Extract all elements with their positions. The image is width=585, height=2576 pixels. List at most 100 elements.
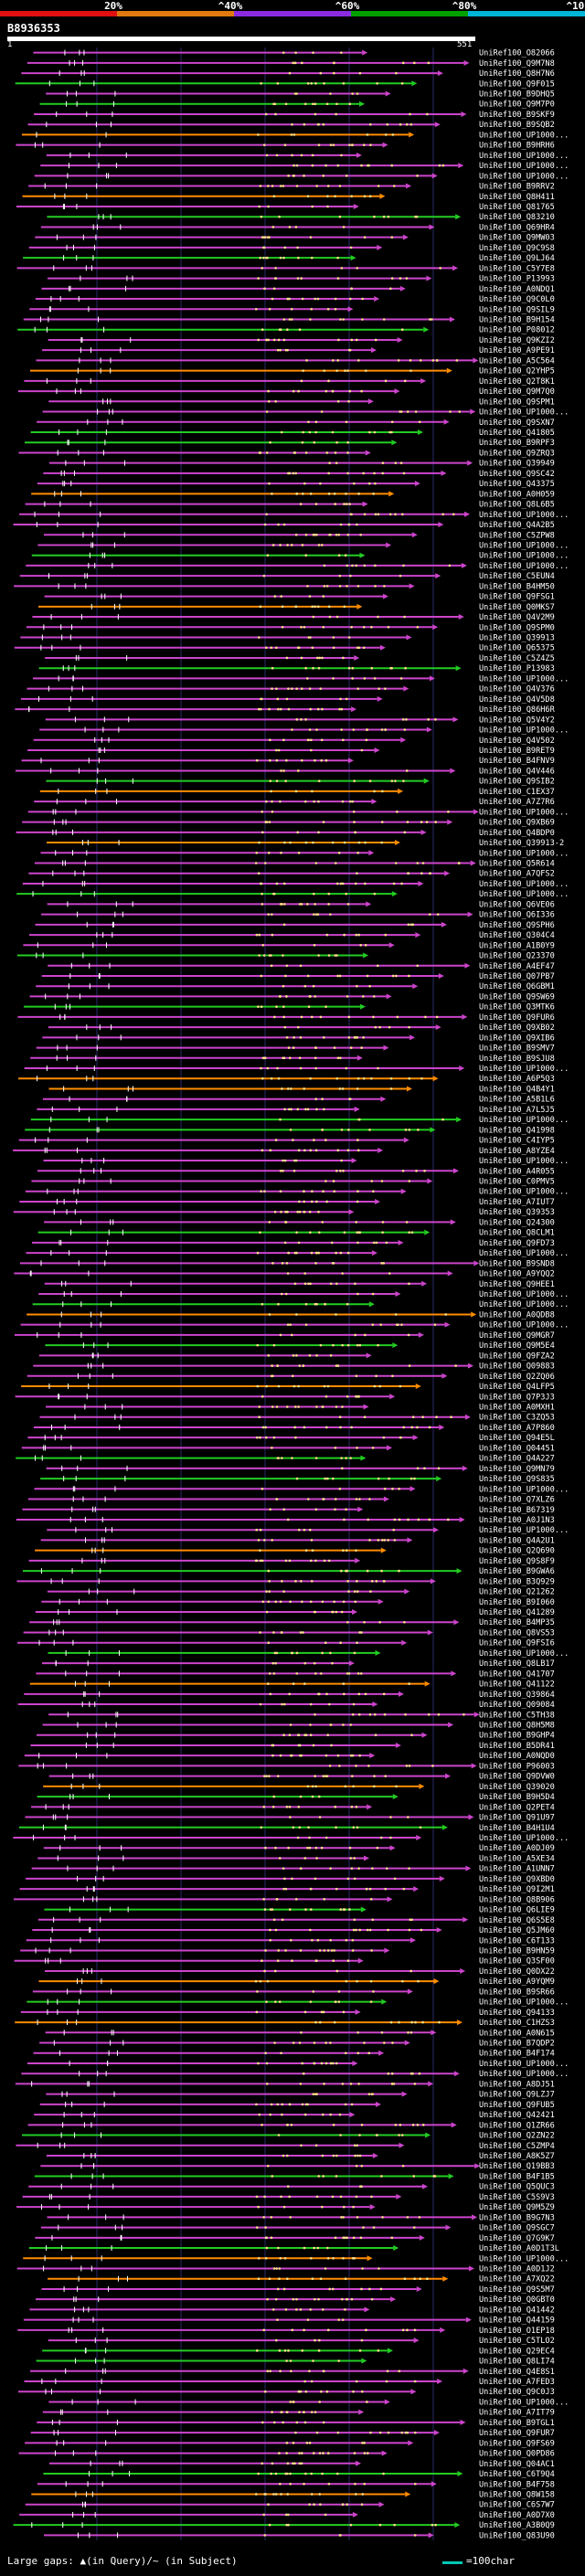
gap-dot <box>410 1969 412 1973</box>
hit-arrow <box>387 1445 393 1451</box>
gap-dot <box>285 2411 289 2413</box>
gap-dot <box>256 1251 260 1255</box>
gap-dot <box>416 175 419 177</box>
hit-row: UniRef100_Q9SIL9 <box>29 305 555 314</box>
gap-dot <box>402 564 405 567</box>
gap-dot <box>274 2472 278 2475</box>
gap-dot <box>271 2462 274 2465</box>
gap-dot <box>356 523 358 526</box>
gap-dot <box>406 2216 410 2219</box>
gap-dot <box>335 1826 337 1829</box>
hit-label: UniRef100_Q9SIL9 <box>479 305 555 314</box>
gap-dot <box>382 215 386 218</box>
gap-dot <box>372 995 376 998</box>
gap-dot <box>318 1949 322 1952</box>
gap-dot <box>342 226 346 228</box>
gap-dot <box>336 1149 340 1152</box>
gap-dot <box>322 2452 324 2454</box>
hit-row: UniRef100_UP1000... <box>31 552 569 561</box>
hit-arrow <box>349 2112 356 2118</box>
gap-dot <box>277 1384 281 1388</box>
gap-dot <box>428 1518 431 1521</box>
gap-dot <box>309 1231 312 1234</box>
gap-dot <box>309 707 313 711</box>
gap-dot <box>270 1374 273 1378</box>
hit-arrow <box>362 501 368 507</box>
gap-dot <box>315 1857 318 1860</box>
gap-dot <box>366 2452 369 2454</box>
gap-dot <box>380 728 384 731</box>
hit-row: UniRef100_Q9LZJ7 <box>46 2091 555 2100</box>
hit-label: UniRef100_B9GHP4 <box>479 1732 555 1741</box>
gap-dot <box>303 1528 306 1532</box>
hit-arrow <box>418 429 424 435</box>
gap-dot <box>343 933 346 937</box>
gap-dot <box>355 1221 358 1224</box>
gap-dot <box>383 1539 387 1542</box>
hit-row: UniRef100_UP1000... <box>40 162 569 171</box>
gap-dot <box>303 1149 306 1152</box>
gap-dot <box>310 1251 314 1255</box>
hit-label: UniRef100_Q8H7N6 <box>479 69 555 79</box>
hit-row: UniRef100_Q9M5E4 <box>45 1341 555 1351</box>
hit-row: UniRef100_B9SKF9 <box>34 111 555 120</box>
gap-dot <box>301 2062 304 2065</box>
gap-dot <box>261 1149 264 1152</box>
gap-dot <box>349 246 353 249</box>
gap-dot <box>341 2318 345 2321</box>
gap-dot <box>278 1857 282 1860</box>
hit-label: UniRef100_Q9FUR7 <box>479 2429 555 2438</box>
gap-dot <box>328 1765 332 1767</box>
gap-dot <box>377 1343 379 1347</box>
gap-dot <box>405 1765 409 1767</box>
gap-dot <box>302 430 304 434</box>
gap-dot <box>385 1867 388 1870</box>
hit-arrow <box>431 2030 437 2036</box>
gap-dot <box>352 728 356 731</box>
gap-dot <box>339 1056 342 1060</box>
hit-arrow <box>380 1096 387 1102</box>
gap-dot <box>354 882 357 885</box>
gap-dot <box>315 533 318 536</box>
gap-dot <box>313 2041 316 2044</box>
hit-row: UniRef100_Q0MKS7 <box>37 603 555 612</box>
gap-dot <box>261 2124 263 2126</box>
hit-label: UniRef100_Q9MN79 <box>479 1465 555 1474</box>
gap-dot <box>286 1210 289 1214</box>
gap-dot <box>294 1898 298 1901</box>
gap-dot <box>419 2277 421 2281</box>
gap-dot <box>413 2277 416 2281</box>
gap-dot <box>304 533 308 536</box>
gap-dot <box>329 92 332 95</box>
gap-dot <box>263 862 267 864</box>
hit-label: UniRef100_B9RRV2 <box>479 183 555 192</box>
gap-dot <box>325 2390 329 2393</box>
hit-row: UniRef100_B4F758 <box>37 2480 555 2489</box>
hit-row: UniRef100_UP1000... <box>27 808 569 817</box>
gap-dot <box>300 2462 303 2465</box>
hit-row: UniRef100_Q6LIE9 <box>44 1906 555 1915</box>
hit-arrow <box>435 1024 441 1031</box>
hit-arrow <box>445 1773 452 1779</box>
gap-dot <box>313 2503 315 2507</box>
hit-row: UniRef100_B67319 <box>22 1506 555 1515</box>
gap-dot <box>321 656 324 660</box>
gap-dot <box>410 122 413 126</box>
gap-dot <box>335 112 337 116</box>
gap-dot <box>268 1672 271 1675</box>
gap-dot <box>324 1641 327 1644</box>
gap-dot <box>310 256 314 260</box>
gap-dot <box>259 256 262 260</box>
gap-dot <box>396 1015 399 1019</box>
gap-dot <box>390 779 394 782</box>
hit-label: UniRef100_C1EX37 <box>479 788 555 797</box>
gap-dot <box>314 1959 318 1963</box>
gap-dot <box>353 2144 356 2147</box>
gap-dot <box>317 2349 321 2352</box>
gap-dot <box>294 533 298 536</box>
gap-dot <box>310 2256 313 2260</box>
gap-dot <box>360 2503 364 2507</box>
gap-dot <box>314 1457 318 1459</box>
gap-dot <box>355 933 358 937</box>
hit-arrow <box>409 583 415 589</box>
